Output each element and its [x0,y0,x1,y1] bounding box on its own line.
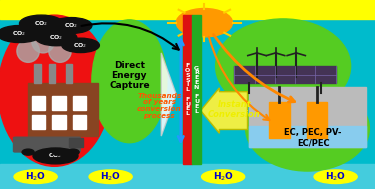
Text: H$_2$O: H$_2$O [325,170,346,183]
Text: Thousands
of years
conversion
process: Thousands of years conversion process [137,93,182,119]
FancyArrow shape [201,88,248,133]
Text: CO$_2$: CO$_2$ [48,151,63,160]
Ellipse shape [20,15,63,32]
Ellipse shape [14,170,57,184]
Ellipse shape [32,30,54,53]
Text: F
O
S
S
I
L
 
F
U
E
L: F O S S I L F U E L [185,63,190,116]
FancyBboxPatch shape [13,137,80,152]
Ellipse shape [51,18,92,33]
Ellipse shape [62,38,99,53]
Bar [73,115,86,129]
Bar [307,102,327,138]
Ellipse shape [92,20,167,143]
Ellipse shape [49,40,71,62]
Text: CO$_2$: CO$_2$ [74,41,88,50]
Text: CO$_2$: CO$_2$ [49,33,63,42]
Text: CO$_2$: CO$_2$ [12,29,27,39]
Bar [66,64,72,83]
Bar [249,126,366,147]
Bar [0,0,375,19]
Text: H$_2$O: H$_2$O [100,170,121,183]
Text: CO$_2$: CO$_2$ [64,21,78,30]
Bar [192,15,201,164]
Ellipse shape [0,15,111,166]
Bar [269,102,290,138]
Ellipse shape [314,170,357,184]
Text: CO$_2$: CO$_2$ [34,19,48,28]
Ellipse shape [33,148,78,164]
Text: Direct
Energy
Capture: Direct Energy Capture [109,61,150,91]
Bar [183,15,192,164]
Ellipse shape [202,170,244,184]
Text: G
R
E
E
N
 
F
U
E
L: G R E E N F U E L [194,66,199,114]
Text: H$_2$O: H$_2$O [213,170,234,183]
Bar [34,64,40,83]
Ellipse shape [89,170,132,184]
Ellipse shape [246,86,369,171]
Bar [32,96,45,110]
Ellipse shape [36,30,77,46]
Bar [28,83,98,136]
Bar [73,96,86,110]
Text: Instant
Conversion: Instant Conversion [208,100,261,119]
Bar [69,138,82,147]
Circle shape [176,9,232,37]
Ellipse shape [216,19,351,113]
Bar [53,96,66,110]
Text: H$_2$O: H$_2$O [25,170,46,183]
FancyArrow shape [161,53,176,136]
Bar [32,115,45,129]
Bar [234,66,336,83]
Bar [49,64,55,83]
Circle shape [52,149,64,155]
Ellipse shape [0,26,42,43]
Ellipse shape [17,40,39,62]
Text: EC, PEC, PV-
EC/PEC: EC, PEC, PV- EC/PEC [284,128,342,148]
Bar [53,115,66,129]
Bar [0,164,375,189]
Circle shape [22,149,34,155]
Circle shape [67,149,79,155]
Bar [249,87,366,147]
